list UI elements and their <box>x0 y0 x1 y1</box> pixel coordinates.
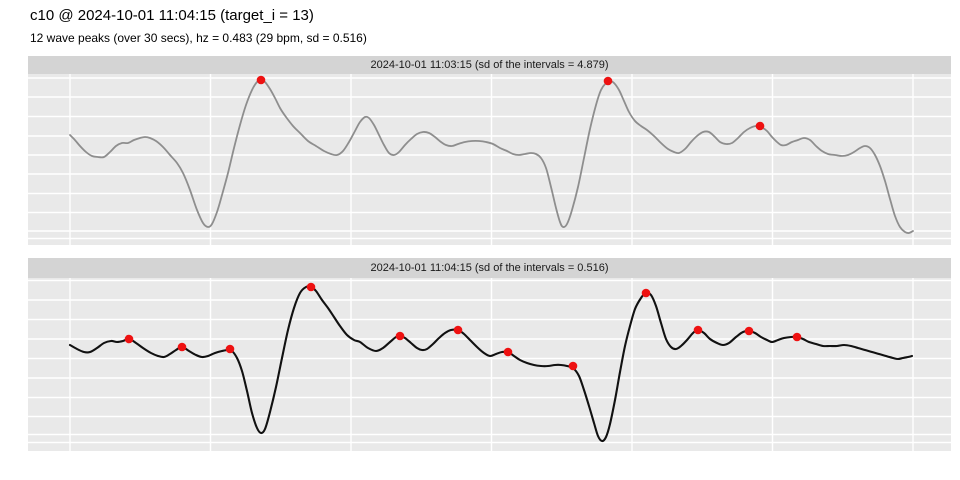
plot-subtitle: 12 wave peaks (over 30 secs), hz = 0.483… <box>30 31 367 45</box>
plot-title: c10 @ 2024-10-01 11:04:15 (target_i = 13… <box>30 7 314 24</box>
facet-panel-bottom <box>28 278 951 451</box>
waveform-canvas-bottom <box>28 278 951 451</box>
waveform-canvas-top <box>28 74 951 245</box>
facet-strip-label-bottom: 2024-10-01 11:04:15 (sd of the intervals… <box>28 258 951 278</box>
facet-strip-label-top: 2024-10-01 11:03:15 (sd of the intervals… <box>28 56 951 74</box>
facet-panel-top <box>28 74 951 245</box>
